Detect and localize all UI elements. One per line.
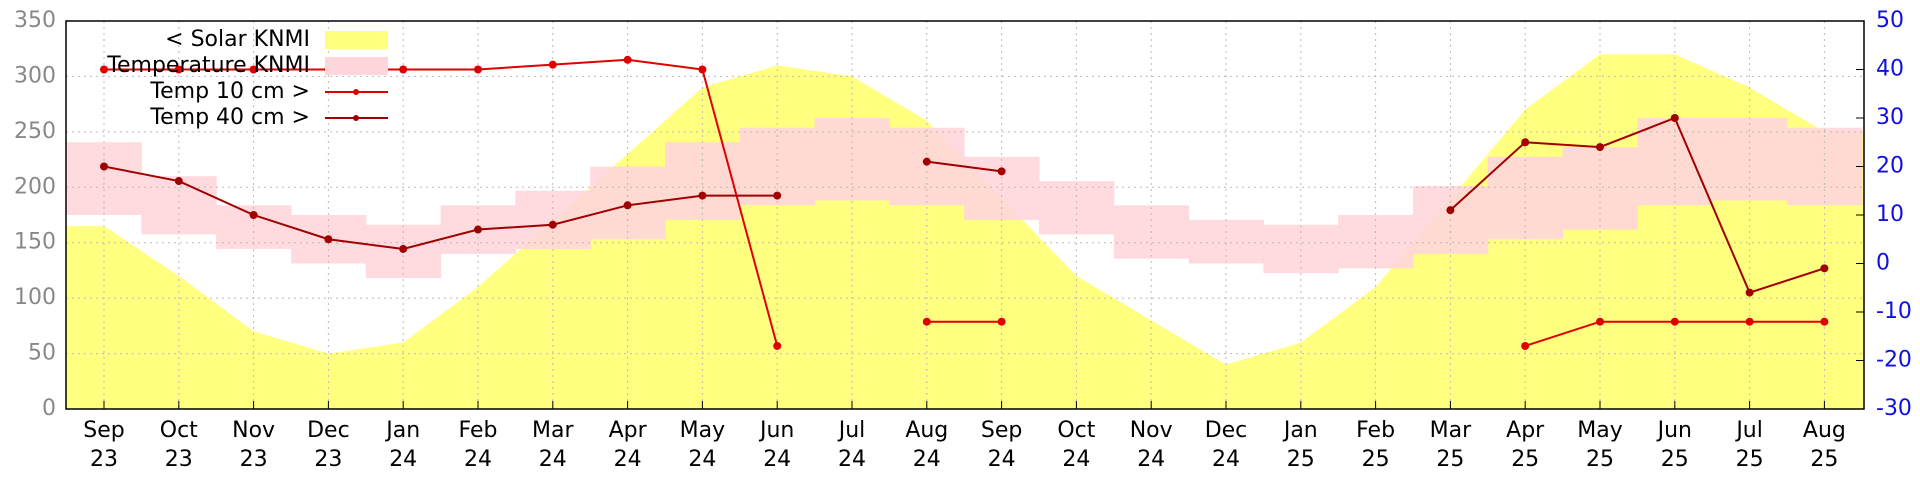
y2-tick-label: 0: [1876, 251, 1890, 276]
x-tick-label: Sep 24: [980, 418, 1023, 472]
x-tick-label: Feb 25: [1356, 418, 1396, 472]
legend-swatch: [353, 89, 359, 95]
x-tick-label: Dec 23: [307, 418, 350, 472]
x-tick-label: May 25: [1577, 418, 1623, 472]
x-tick-label: Jan 24: [386, 418, 421, 472]
temp-line: [103, 165, 778, 250]
y2-tick-label: -20: [1876, 348, 1912, 373]
temperature-band: [1338, 215, 1414, 269]
x-tick-label: Jan 25: [1283, 418, 1318, 472]
y-tick-label: 50: [28, 341, 56, 366]
x-tick-label: Apr 24: [608, 418, 647, 472]
temp-line: [104, 58, 779, 347]
y2-tick-label: -30: [1876, 396, 1912, 421]
x-tick-label: Oct 24: [1057, 418, 1096, 472]
solar-area: [66, 54, 1864, 409]
temperature-band: [665, 142, 741, 220]
legend-swatch: [325, 31, 388, 49]
x-tick-label: Sep 23: [83, 418, 125, 472]
temp-line: [1524, 320, 1825, 347]
y2-tick-label: 10: [1876, 202, 1904, 227]
legend-label: Temperature KNMI: [106, 53, 310, 78]
y-tick-label: 200: [14, 174, 56, 199]
legend-swatch: [325, 57, 388, 75]
x-tick-label: Oct 23: [159, 418, 198, 472]
x-tick-label: Mar 24: [532, 418, 574, 472]
x-tick-label: Apr 25: [1506, 418, 1545, 472]
y-tick-label: 150: [14, 230, 56, 255]
x-tick-label: Dec 24: [1204, 418, 1248, 472]
y2-tick-label: 20: [1876, 154, 1904, 179]
y-tick-label: 350: [14, 8, 56, 33]
x-tick-label: Aug 25: [1802, 418, 1846, 472]
x-tick-label: Mar 25: [1429, 418, 1472, 472]
legend-swatch: [353, 115, 359, 121]
y2-tick-label: 50: [1876, 8, 1904, 33]
x-tick-label: Jul 25: [1735, 418, 1764, 472]
x-tick-label: Jul 24: [838, 418, 866, 472]
temperature-band: [141, 176, 217, 235]
data-layer: [66, 54, 1864, 409]
x-tick-label: Jun 24: [760, 418, 795, 472]
line-layer: [100, 55, 1829, 350]
x-tick-label: Aug 24: [905, 418, 949, 472]
temp-line: [926, 160, 1002, 173]
y-tick-label: 0: [42, 396, 56, 421]
x-tick-label: Nov 24: [1129, 418, 1173, 472]
legend-label: Temp 40 cm >: [149, 105, 310, 130]
x-tick-label: Jun 25: [1657, 418, 1692, 472]
x-tick-label: Nov 23: [232, 418, 276, 472]
y-tick-label: 100: [14, 285, 56, 310]
y2-tick-label: -10: [1876, 299, 1912, 324]
y-tick-label: 250: [14, 119, 56, 144]
legend-label: Temp 10 cm >: [149, 79, 310, 104]
y2-tick-label: 30: [1876, 105, 1904, 130]
temperature-band: [1637, 118, 1713, 206]
plot-frame: [65, 20, 1865, 410]
temp-line: [1449, 116, 1825, 294]
y-tick-label: 300: [14, 63, 56, 88]
x-tick-label: May 24: [679, 418, 726, 472]
legend-label: < Solar KNMI: [165, 27, 310, 52]
x-tick-label: Feb 24: [458, 418, 498, 472]
y2-tick-label: 40: [1876, 57, 1904, 82]
